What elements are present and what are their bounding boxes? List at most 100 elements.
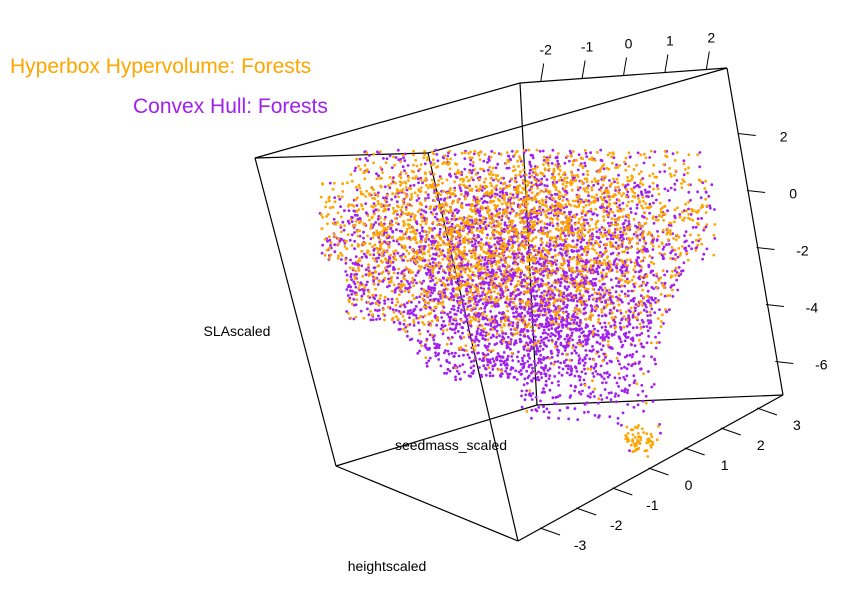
data-point-hyperbox: [459, 285, 463, 288]
data-point-hyperbox: [636, 236, 639, 240]
data-point-convex-hull: [398, 321, 402, 325]
data-point-convex-hull: [618, 203, 622, 207]
data-point-convex-hull: [542, 328, 546, 332]
data-point-convex-hull: [471, 273, 474, 277]
data-point-convex-hull: [601, 344, 605, 348]
data-point-convex-hull: [516, 203, 520, 207]
data-point-hyperbox: [379, 185, 383, 189]
data-point-convex-hull: [575, 249, 579, 253]
data-point-hyperbox: [354, 198, 358, 202]
data-point-convex-hull: [569, 384, 573, 387]
data-point-hyperbox: [477, 259, 481, 263]
data-point-hyperbox: [485, 292, 489, 296]
data-point-convex-hull: [554, 156, 558, 160]
data-point-hyperbox: [474, 311, 478, 315]
data-point-hyperbox: [346, 233, 350, 237]
data-point-hyperbox: [519, 170, 522, 174]
data-point-convex-hull: [454, 364, 457, 367]
data-point-convex-hull: [569, 394, 573, 397]
data-point-hyperbox: [565, 181, 568, 185]
data-point-convex-hull: [478, 357, 482, 361]
data-point-convex-hull: [427, 237, 431, 241]
data-point-hyperbox: [489, 237, 492, 240]
data-point-convex-hull: [606, 375, 610, 379]
data-point-hyperbox: [484, 177, 488, 181]
data-point-convex-hull: [554, 307, 558, 311]
data-point-convex-hull: [496, 162, 500, 166]
data-point-hyperbox: [375, 177, 379, 181]
data-point-convex-hull: [462, 305, 465, 309]
data-point-hyperbox: [671, 269, 674, 273]
data-point-hyperbox: [492, 235, 496, 239]
data-point-hyperbox: [528, 181, 531, 184]
data-point-convex-hull: [509, 328, 513, 331]
data-point-hyperbox: [427, 259, 431, 262]
data-point-hyperbox: [456, 241, 460, 245]
data-point-convex-hull: [530, 279, 533, 283]
data-point-hyperbox: [618, 309, 622, 312]
data-point-hyperbox: [542, 155, 546, 159]
data-point-hyperbox: [510, 228, 514, 231]
data-point-convex-hull: [537, 246, 541, 250]
data-point-convex-hull: [633, 379, 637, 382]
data-point-hyperbox: [502, 241, 506, 245]
data-point-hyperbox: [411, 230, 415, 234]
data-point-convex-hull: [498, 190, 502, 194]
data-point-hyperbox: [515, 230, 519, 234]
data-point-convex-hull: [392, 268, 396, 271]
data-point-convex-hull: [354, 285, 358, 289]
data-point-convex-hull: [383, 240, 386, 244]
data-point-convex-hull: [539, 335, 543, 339]
data-point-convex-hull: [579, 240, 583, 244]
data-point-hyperbox: [661, 313, 664, 317]
data-point-hyperbox: [448, 262, 452, 265]
data-point-convex-hull: [515, 355, 519, 359]
data-point-hyperbox: [354, 315, 358, 319]
data-point-convex-hull: [660, 253, 664, 257]
data-point-convex-hull: [498, 311, 501, 315]
data-point-convex-hull: [576, 238, 580, 242]
data-point-convex-hull: [428, 356, 432, 360]
data-point-convex-hull: [539, 353, 542, 357]
data-point-convex-hull: [360, 255, 364, 259]
data-point-hyperbox: [513, 327, 516, 330]
data-point-hyperbox: [417, 316, 421, 320]
data-point-convex-hull: [435, 342, 439, 346]
data-point-hyperbox: [431, 158, 435, 162]
data-point-convex-hull: [699, 196, 703, 200]
data-point-hyperbox: [608, 202, 612, 206]
box-edge: [335, 465, 519, 542]
data-point-hyperbox: [441, 268, 445, 272]
data-point-convex-hull: [571, 239, 575, 243]
data-point-hyperbox: [422, 305, 426, 309]
data-point-hyperbox: [434, 305, 438, 309]
data-point-convex-hull: [468, 163, 472, 166]
data-point-convex-hull: [539, 344, 542, 348]
data-point-convex-hull: [449, 292, 453, 295]
data-point-hyperbox: [438, 278, 441, 282]
data-point-convex-hull: [648, 211, 651, 215]
data-point-convex-hull: [535, 200, 538, 204]
data-point-convex-hull: [521, 356, 524, 360]
data-point-convex-hull: [364, 211, 368, 215]
data-point-convex-hull: [561, 367, 565, 371]
data-point-hyperbox: [682, 218, 685, 222]
data-point-hyperbox: [628, 258, 632, 262]
data-point-hyperbox: [448, 149, 452, 153]
data-point-convex-hull: [599, 148, 603, 152]
data-point-convex-hull: [576, 418, 580, 421]
data-point-convex-hull: [492, 360, 496, 363]
data-point-convex-hull: [433, 346, 437, 350]
data-point-convex-hull: [529, 307, 533, 310]
data-point-convex-hull: [689, 198, 692, 202]
data-point-convex-hull: [544, 200, 548, 204]
data-point-convex-hull: [366, 159, 369, 163]
data-point-hyperbox: [500, 329, 504, 333]
data-point-hyperbox: [639, 311, 643, 315]
data-point-convex-hull: [534, 182, 538, 186]
data-point-hyperbox: [609, 263, 613, 266]
data-point-convex-hull: [401, 165, 405, 169]
data-point-convex-hull: [632, 405, 636, 409]
data-point-convex-hull: [542, 297, 546, 300]
data-point-hyperbox: [484, 273, 488, 276]
